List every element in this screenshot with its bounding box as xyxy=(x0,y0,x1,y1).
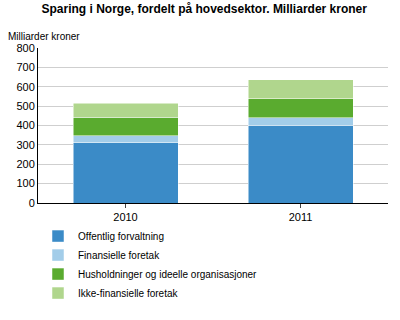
svg-text:400: 400 xyxy=(16,119,34,131)
svg-text:2011: 2011 xyxy=(289,211,313,223)
svg-text:Sparing i Norge, fordelt på ho: Sparing i Norge, fordelt på hovedsektor.… xyxy=(42,2,368,16)
svg-text:Milliarder kroner: Milliarder kroner xyxy=(8,31,80,42)
svg-text:Husholdninger og ideelle organ: Husholdninger og ideelle organisasjoner xyxy=(78,269,257,280)
svg-text:2010: 2010 xyxy=(113,211,137,223)
svg-text:Ikke-finansielle foretak: Ikke-finansielle foretak xyxy=(78,288,178,299)
svg-text:300: 300 xyxy=(16,139,34,151)
svg-text:200: 200 xyxy=(16,158,34,170)
svg-text:500: 500 xyxy=(16,100,34,112)
svg-text:700: 700 xyxy=(16,61,34,73)
svg-text:Finansielle foretak: Finansielle foretak xyxy=(78,250,160,261)
svg-text:800: 800 xyxy=(16,42,34,54)
svg-text:600: 600 xyxy=(16,81,34,93)
svg-text:100: 100 xyxy=(16,177,34,189)
svg-text:Offentlig forvaltning: Offentlig forvaltning xyxy=(78,231,164,242)
svg-text:0: 0 xyxy=(29,197,35,209)
